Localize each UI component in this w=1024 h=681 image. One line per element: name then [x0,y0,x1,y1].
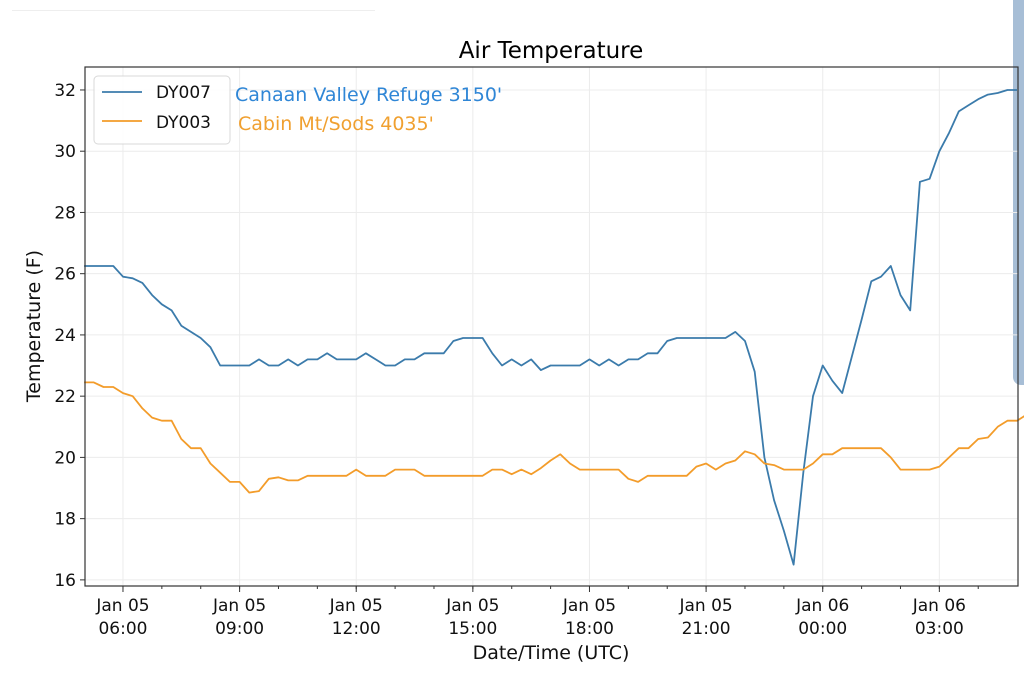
x-tick-label-time: 09:00 [215,619,264,639]
x-tick-label-date: Jan 05 [212,596,266,616]
legend-box [93,75,231,145]
legend: DY007 DY003 [93,75,231,145]
x-tick-label-date: Jan 06 [795,596,849,616]
y-axis-label: Temperature (F) [23,250,45,403]
x-tick-label-time: 00:00 [798,619,847,639]
y-tick-label: 16 [54,571,76,591]
x-tick-label-time: 12:00 [332,619,381,639]
x-tick-label-time: 15:00 [448,619,497,639]
x-tick-label-time: 18:00 [565,619,614,639]
plot-frame [84,66,1019,587]
y-tick-label: 28 [54,203,76,223]
x-tick-label-date: Jan 05 [445,596,499,616]
x-tick-label-date: Jan 05 [678,596,732,616]
x-tick-label-date: Jan 05 [562,596,616,616]
y-tick-label: 26 [54,265,76,285]
series-line-dy003 [84,381,1024,494]
legend-label-dy007: DY007 [156,83,211,103]
y-tick-label: 24 [54,326,76,346]
series-line-dy007 [84,89,1018,566]
y-tick-label: 30 [54,142,76,162]
grid [85,67,1018,586]
y-ticks: 16 18 20 22 24 26 28 30 32 [54,81,85,591]
x-ticks: Jan 05 06:00 Jan 05 09:00 Jan 05 12:00 Jan 05 1… [95,586,979,639]
chart-title: Air Temperature [459,38,644,64]
x-tick-label-date: Jan 05 [329,596,383,616]
top-divider [12,10,375,11]
series-layer [84,89,1024,566]
x-axis-label: Date/Time (UTC) [473,642,630,664]
x-tick-label-date: Jan 05 [95,596,149,616]
x-tick-label-time: 06:00 [98,619,147,639]
x-tick-label-time: 03:00 [915,619,964,639]
y-tick-label: 22 [54,387,76,407]
annotation-cabin-mt-sods: Cabin Mt/Sods 4035' [238,113,434,135]
annotation-canaan-valley: Canaan Valley Refuge 3150' [235,84,502,106]
x-tick-label-time: 21:00 [682,619,731,639]
y-tick-label: 20 [54,448,76,468]
y-tick-label: 18 [54,510,76,530]
y-tick-label: 32 [54,81,76,101]
x-tick-label-date: Jan 06 [912,596,966,616]
legend-label-dy003: DY003 [156,113,211,133]
